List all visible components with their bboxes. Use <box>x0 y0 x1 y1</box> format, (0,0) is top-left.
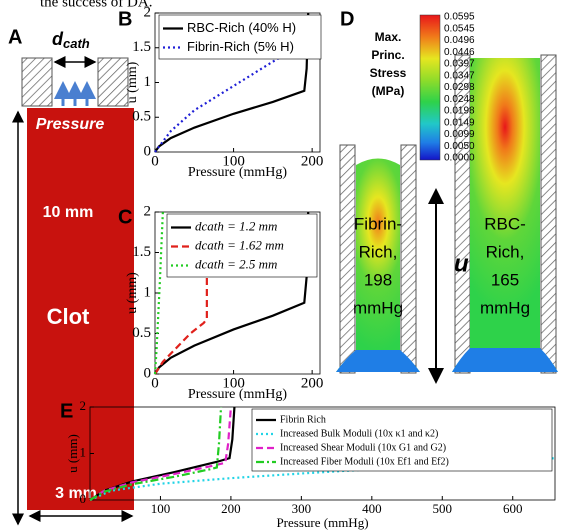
y-tick-label: 0.5 <box>132 109 151 125</box>
legend-box <box>251 408 553 472</box>
colorbar-tick-label: 0.0496 <box>444 35 475 46</box>
colorbar-tick-label: 0.0000 <box>444 153 475 164</box>
y-tick-label: 1 <box>144 74 152 90</box>
data-line <box>154 12 310 153</box>
colorbar-tick-label: 0.0149 <box>444 117 475 128</box>
legend-label: Increased Shear Moduli (10x G1 and G2) <box>280 442 446 453</box>
y-tick-label: 0.5 <box>132 325 151 341</box>
y-tick-label: 1.5 <box>132 39 151 55</box>
data-line <box>89 406 223 501</box>
x-tick-label: 0 <box>151 153 159 169</box>
panel-label: E <box>60 400 73 422</box>
panel-d <box>336 14 558 384</box>
clot-label: mmHg <box>480 298 530 317</box>
x-tick-label: 200 <box>221 501 241 516</box>
x-tick-label: 200 <box>301 375 324 391</box>
catheter-wall <box>21 57 53 107</box>
x-tick-label: 0 <box>151 375 159 391</box>
pressure-label: Pressure <box>36 116 105 133</box>
x-axis-label: Pressure (mmHg) <box>276 515 368 530</box>
colorbar-tick-label: 0.0248 <box>444 94 475 105</box>
clot-label: Clot <box>47 304 90 329</box>
colorbar-title: Princ. <box>371 48 404 62</box>
x-axis-label: Pressure (mmHg) <box>188 387 287 402</box>
colorbar-tick-label: 0.0397 <box>444 59 475 70</box>
y-tick-label: 1 <box>80 444 87 459</box>
clot-label: 165 <box>491 270 519 289</box>
data-line <box>89 406 236 501</box>
legend-box <box>158 14 322 60</box>
legend-label: dcath = 1.2 mm <box>195 218 277 233</box>
y-tick-label: 0 <box>80 491 87 506</box>
x-tick-label: 100 <box>222 375 245 391</box>
y-axis-label: u (mm) <box>65 434 80 473</box>
data-line <box>89 406 233 501</box>
clot <box>27 108 134 510</box>
y-axis-label: u (mm) <box>125 272 140 314</box>
panel-label: B <box>118 8 132 30</box>
y-tick-label: 1 <box>144 284 152 300</box>
width-label: 3 mm <box>55 485 97 502</box>
panel-label: C <box>118 206 132 228</box>
colorbar-title: Stress <box>370 66 407 80</box>
colorbar-tick-label: 0.0298 <box>444 82 475 93</box>
x-tick-label: 300 <box>292 501 312 516</box>
legend-label: Increased Fiber Moduli (10x Ef1 and Ef2) <box>280 456 449 467</box>
y-tick-label: 2 <box>144 203 152 219</box>
y-tick-label: 1.5 <box>132 244 151 260</box>
colorbar-title: Max. <box>375 30 402 44</box>
panel-label: A <box>8 26 22 48</box>
clot-label: Rich, <box>359 242 398 261</box>
colorbar-title: (MPa) <box>372 84 405 98</box>
legend-label: dcath = 1.62 mm <box>195 237 284 252</box>
clot-label: mmHg <box>353 298 403 317</box>
colorbar-tick-label: 0.0099 <box>444 129 475 140</box>
suction-arrows <box>54 81 96 106</box>
length-label: 10 mm <box>43 204 94 221</box>
legend-box <box>166 213 318 278</box>
y-tick-label: 0 <box>144 143 152 159</box>
colorbar-tick-label: 0.0050 <box>444 141 475 152</box>
y-tick-label: 2 <box>144 4 152 20</box>
y-axis-label: u (mm) <box>125 61 140 103</box>
clot-label: Fibrin- <box>354 214 402 233</box>
caption-fragment: the success of DA. <box>40 0 152 10</box>
x-tick-label: 600 <box>503 501 523 516</box>
displacement-label: u <box>454 250 469 277</box>
legend-label: Fibrin-Rich (5% H) <box>187 39 294 54</box>
legend-label: dcath = 2.5 mm <box>195 256 277 271</box>
clot-label: 198 <box>364 270 392 289</box>
y-tick-label: 0 <box>144 365 152 381</box>
x-tick-label: 200 <box>301 153 324 169</box>
y-tick-label: 2 <box>80 398 87 413</box>
legend-label: Increased Bulk Moduli (10x κ1 and κ2) <box>280 428 438 439</box>
colorbar-tick-label: 0.0595 <box>444 12 475 23</box>
x-tick-label: 100 <box>222 153 245 169</box>
data-line <box>154 244 208 375</box>
catheter-wall <box>97 57 129 107</box>
clot-label: RBC- <box>484 214 526 233</box>
colorbar-tick-label: 0.0446 <box>444 47 475 58</box>
x-tick-label: 500 <box>433 501 453 516</box>
panel-label: D <box>340 8 354 30</box>
colorbar-tick-label: 0.0347 <box>444 70 475 81</box>
clot-label: Rich, <box>486 242 525 261</box>
dcath-label: dcath <box>52 29 90 52</box>
data-line <box>154 211 310 375</box>
legend-label: Fibrin Rich <box>280 414 326 425</box>
colorbar-tick-label: 0.0545 <box>444 23 475 34</box>
colorbar-tick-label: 0.0198 <box>444 106 475 117</box>
x-axis-label: Pressure (mmHg) <box>188 165 287 180</box>
x-tick-label: 100 <box>151 501 171 516</box>
data-line <box>153 211 164 375</box>
legend-label: RBC-Rich (40% H) <box>187 20 296 35</box>
x-tick-label: 400 <box>362 501 382 516</box>
